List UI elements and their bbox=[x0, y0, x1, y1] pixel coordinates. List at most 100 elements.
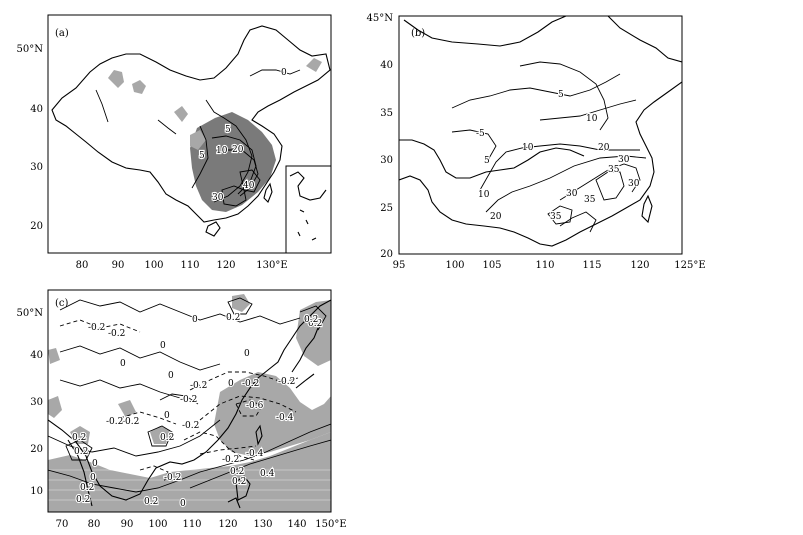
panel-b-contour-5b bbox=[519, 61, 609, 131]
contour-label: -0.2 bbox=[106, 417, 123, 427]
panel-c-shading-ne bbox=[296, 300, 331, 366]
contour-label: 10 bbox=[586, 114, 598, 124]
panel-a-inset-islands bbox=[297, 209, 317, 241]
panel-a: (a) 80 90 100 110 120 130°E 20 30 40 50°… bbox=[17, 14, 332, 271]
panel-b-contour-30 bbox=[559, 163, 641, 201]
panel-a-light-shading-4 bbox=[306, 58, 322, 72]
contour-label: 0 bbox=[168, 371, 174, 381]
panel-b-ytick: 35 bbox=[380, 108, 393, 119]
contour-label: 5 bbox=[484, 156, 490, 166]
panel-c-contour-neg04-2 bbox=[199, 445, 257, 455]
panel-a-light-shading-5 bbox=[190, 130, 206, 150]
panel-c-contour-0-4 bbox=[159, 393, 199, 405]
panel-a-contour-0-c bbox=[157, 119, 177, 135]
contour-label: 35 bbox=[550, 212, 562, 222]
panel-b-ytick: 40 bbox=[380, 60, 393, 71]
panel-c-contour-02-s bbox=[48, 423, 331, 493]
panel-c-xtick: 80 bbox=[88, 519, 101, 530]
panel-c-coast-india bbox=[67, 439, 93, 507]
panel-a-contour-40 bbox=[239, 169, 261, 193]
panel-c-y-ticks: 10 20 30 40 50°N bbox=[17, 308, 44, 497]
contour-label: 0.2 bbox=[74, 447, 88, 457]
panel-c-contour-0-mid bbox=[59, 345, 221, 371]
panel-a-ytick: 40 bbox=[30, 104, 43, 115]
contour-label: -0.2 bbox=[278, 377, 295, 387]
panel-c-contour-0-2 bbox=[59, 379, 181, 399]
contour-label: 40 bbox=[243, 181, 255, 191]
panel-c-coast-philippines bbox=[227, 475, 251, 509]
contour-label: -5 bbox=[476, 129, 485, 139]
contour-label: -0.4 bbox=[276, 413, 294, 423]
panel-a-light-shading-1 bbox=[108, 70, 124, 88]
panel-c-contour-0-top bbox=[59, 299, 301, 325]
panel-c-shading-2 bbox=[150, 426, 170, 444]
panel-a-xtick: 110 bbox=[180, 260, 199, 271]
panel-b-north-border bbox=[403, 16, 567, 47]
panel-b-contour-20 bbox=[485, 155, 647, 213]
panel-c-x-ticks: 70 80 90 100 110 120 130 140 150°E bbox=[56, 519, 347, 530]
contour-label: 0.2 bbox=[230, 467, 244, 477]
panel-c-contour-02-w bbox=[65, 439, 93, 461]
panel-a-y-ticks: 20 30 40 50°N bbox=[17, 44, 44, 232]
panel-a-contour-20 bbox=[228, 149, 259, 197]
panel-c-contour-neg02-4 bbox=[183, 431, 255, 461]
panel-c-gridlines bbox=[48, 469, 331, 501]
panel-b-taiwan bbox=[641, 194, 653, 224]
panel-b-contour-labels: 5 10 -5 5 10 20 30 35 30 35 30 20 35 10 bbox=[475, 89, 641, 223]
panel-a-label: (a) bbox=[55, 28, 69, 39]
contour-label: -0.2 bbox=[190, 381, 207, 391]
contour-label: 0 bbox=[90, 473, 96, 483]
panel-b-label: (b) bbox=[411, 28, 425, 39]
contour-label: 0.2 bbox=[226, 313, 240, 323]
panel-a-light-shading-3 bbox=[174, 106, 188, 122]
hainan-outline bbox=[205, 221, 221, 237]
panel-a-ytick: 50°N bbox=[17, 44, 44, 55]
panel-c-ytick: 20 bbox=[30, 444, 43, 455]
contour-label: -0.2 bbox=[108, 329, 125, 339]
panel-a-inset-frame bbox=[285, 165, 332, 254]
contour-label: 0.4 bbox=[260, 469, 275, 479]
panel-a-dark-shading bbox=[190, 112, 276, 212]
panel-b-ytick: 45°N bbox=[367, 13, 394, 24]
contour-label: 30 bbox=[618, 155, 630, 165]
panel-c-xtick: 120 bbox=[218, 519, 237, 530]
contour-label: 0.2 bbox=[232, 477, 246, 487]
contour-label: 35 bbox=[584, 195, 596, 205]
panel-c-xtick: 150°E bbox=[315, 519, 346, 530]
panel-a-contour-0-nw bbox=[95, 89, 109, 123]
panel-c-xtick: 110 bbox=[182, 519, 201, 530]
panel-c-coast-japan bbox=[291, 327, 319, 389]
contour-label: 0 bbox=[180, 499, 186, 509]
contour-label: 10 bbox=[522, 143, 534, 153]
panel-b-frame bbox=[398, 15, 683, 255]
panel-a-light-shading-2 bbox=[132, 80, 146, 94]
panel-c-label: (c) bbox=[55, 298, 69, 309]
panel-c-ytick: 40 bbox=[30, 350, 43, 361]
contour-label: 20 bbox=[232, 145, 244, 155]
panel-c-shading-1 bbox=[70, 426, 90, 444]
panel-c-contour-neg02-5 bbox=[139, 465, 169, 483]
panel-b-xtick: 110 bbox=[535, 260, 554, 271]
panel-c-contour-neg02-3 bbox=[119, 411, 177, 425]
panel-b-xtick: 120 bbox=[630, 260, 649, 271]
panel-b-xtick: 105 bbox=[482, 260, 501, 271]
contour-label: 30 bbox=[212, 193, 224, 203]
panel-c-coast-taiwan bbox=[255, 424, 263, 446]
panel-c-contour-neg02-1 bbox=[59, 319, 141, 333]
panel-c-ytick: 10 bbox=[30, 486, 43, 497]
contour-label: -0.2 bbox=[122, 417, 139, 427]
panel-b-contour-10 bbox=[539, 99, 637, 121]
panel-b-border-west bbox=[399, 139, 585, 179]
panel-a-ytick: 30 bbox=[30, 162, 43, 173]
panel-c-contour-02-c bbox=[147, 425, 173, 447]
panel-b-northeast-border bbox=[607, 16, 682, 63]
contour-label: -0.2 bbox=[164, 473, 181, 483]
panel-c-frame bbox=[47, 289, 332, 513]
china-outline bbox=[51, 25, 331, 223]
panel-b-x-ticks: 95 100 105 110 115 120 125°E bbox=[393, 260, 706, 271]
panel-c-xtick: 100 bbox=[148, 519, 167, 530]
contour-label: 0 bbox=[164, 411, 170, 421]
panel-c-ytick: 30 bbox=[30, 397, 43, 408]
panel-c-xtick: 90 bbox=[121, 519, 134, 530]
contour-label: -0.6 bbox=[246, 401, 264, 411]
